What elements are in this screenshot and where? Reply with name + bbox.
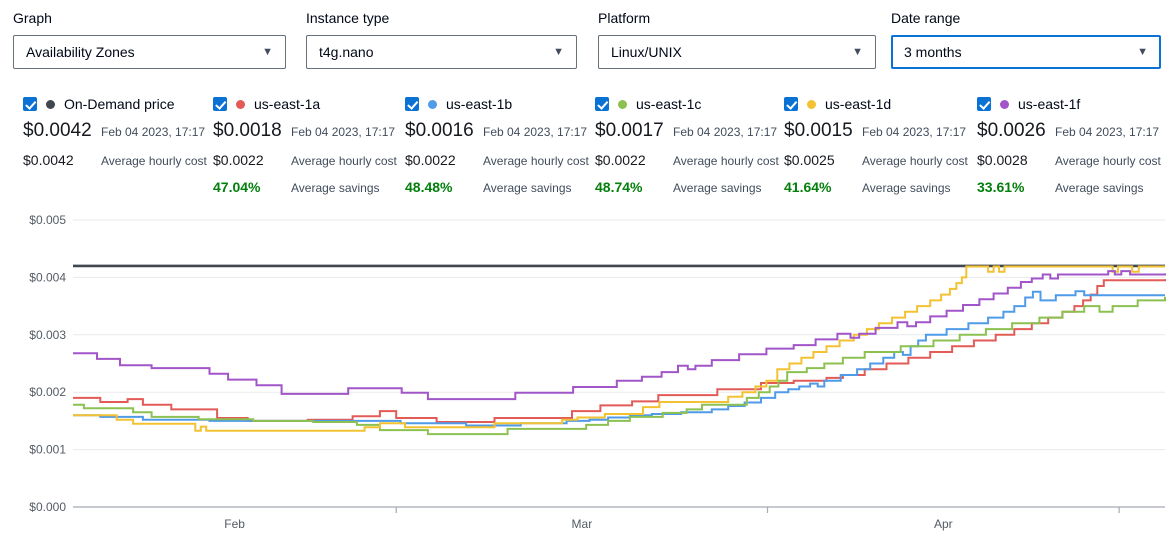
series-line-us-east-1c (73, 296, 1166, 436)
series-name: us-east-1c (636, 96, 702, 112)
average-hourly-cost-label: Average hourly cost (673, 154, 779, 168)
average-savings-label: Average savings (673, 181, 762, 195)
legend-item: us-east-1b $0.0016 Feb 04 2023, 17:17 $0… (405, 96, 591, 195)
axis-tick-label: $0.000 (29, 500, 66, 514)
select-dropdown[interactable]: 3 months ▼ (891, 35, 1161, 69)
average-hourly-cost: $0.0025 (784, 152, 835, 168)
average-savings-label: Average savings (291, 181, 380, 195)
price-date: Feb 04 2023, 17:17 (1055, 125, 1160, 139)
series-color-dot (236, 99, 245, 109)
price-date: Feb 04 2023, 17:17 (483, 125, 588, 139)
axis-tick-label: $0.005 (29, 213, 66, 227)
filter-bar: Graph Availability Zones ▼ Instance type… (0, 0, 1174, 80)
axis-tick-label: $0.003 (29, 328, 66, 342)
average-hourly-cost: $0.0022 (405, 152, 456, 168)
average-hourly-cost: $0.0022 (213, 152, 264, 168)
select-dropdown[interactable]: Availability Zones ▼ (13, 35, 286, 69)
current-price: $0.0015 (784, 120, 853, 141)
select-value: 3 months (904, 44, 962, 60)
series-color-dot (807, 99, 816, 109)
price-history-chart: $0.005 $0.004 $0.003 $0.002 $0.001 $0.000 Feb M… (0, 205, 1174, 550)
average-savings-label: Average savings (483, 181, 572, 195)
average-hourly-cost-label: Average hourly cost (862, 154, 968, 168)
average-hourly-cost: $0.0042 (23, 152, 74, 168)
series-line-us-east-1a (73, 279, 1166, 423)
average-savings: 47.04% (213, 179, 261, 195)
price-date: Feb 04 2023, 17:17 (862, 125, 967, 139)
price-date: Feb 04 2023, 17:17 (101, 125, 206, 139)
select-dropdown[interactable]: Linux/UNIX ▼ (598, 35, 876, 69)
average-savings: 41.64% (784, 179, 832, 195)
average-hourly-cost-label: Average hourly cost (1055, 154, 1161, 168)
filter-control: Date range 3 months ▼ (891, 10, 1161, 69)
select-value: t4g.nano (319, 44, 374, 60)
average-savings-label: Average savings (1055, 181, 1144, 195)
chevron-down-icon: ▼ (262, 45, 273, 58)
filter-control: Graph Availability Zones ▼ (13, 10, 286, 69)
series-color-dot (428, 99, 437, 109)
select-value: Availability Zones (26, 44, 135, 60)
current-price: $0.0016 (405, 120, 474, 141)
average-savings-label: Average savings (862, 181, 951, 195)
average-hourly-cost: $0.0028 (977, 152, 1028, 168)
series-name: us-east-1b (446, 96, 513, 112)
price-date: Feb 04 2023, 17:17 (673, 125, 778, 139)
average-hourly-cost-label: Average hourly cost (101, 154, 207, 168)
series-line-us-east-1b (73, 290, 1165, 427)
chevron-down-icon: ▼ (1137, 45, 1148, 58)
chart-legend: On-Demand price $0.0042 Feb 04 2023, 17:… (0, 96, 1174, 201)
series-color-dot (618, 99, 627, 109)
axis-tick-label: $0.002 (29, 385, 66, 399)
filter-label: Date range (891, 10, 961, 26)
series-name: us-east-1d (825, 96, 892, 112)
filter-label: Instance type (306, 10, 390, 26)
axis-tick-label: $0.001 (29, 443, 66, 457)
filter-control: Platform Linux/UNIX ▼ (598, 10, 876, 69)
chevron-down-icon: ▼ (553, 45, 564, 58)
current-price: $0.0026 (977, 120, 1046, 141)
average-hourly-cost-label: Average hourly cost (483, 154, 589, 168)
filter-label: Graph (13, 10, 52, 26)
series-name: us-east-1a (254, 96, 321, 112)
legend-item: us-east-1d $0.0015 Feb 04 2023, 17:17 $0… (784, 96, 970, 195)
axis-tick-label: Apr (934, 517, 953, 531)
series-checkbox[interactable] (784, 97, 798, 111)
axis-tick-label: Mar (572, 517, 593, 531)
average-savings: 48.48% (405, 179, 453, 195)
legend-item: us-east-1c $0.0017 Feb 04 2023, 17:17 $0… (595, 96, 781, 195)
axis-tick-label: $0.004 (29, 270, 66, 284)
filter-label: Platform (598, 10, 651, 26)
average-savings: 48.74% (595, 179, 643, 195)
series-line-us-east-1f (73, 270, 1166, 401)
series-name: us-east-1f (1018, 96, 1081, 112)
chevron-down-icon: ▼ (852, 45, 863, 58)
select-dropdown[interactable]: t4g.nano ▼ (306, 35, 577, 69)
axis-tick-label: Feb (224, 517, 245, 531)
series-line-us-east-1d (73, 265, 1165, 432)
legend-item: us-east-1a $0.0018 Feb 04 2023, 17:17 $0… (213, 96, 399, 195)
series-checkbox[interactable] (213, 97, 227, 111)
average-hourly-cost-label: Average hourly cost (291, 154, 397, 168)
select-value: Linux/UNIX (611, 44, 682, 60)
average-savings: 33.61% (977, 179, 1025, 195)
current-price: $0.0018 (213, 120, 282, 141)
series-name: On-Demand price (64, 96, 175, 112)
current-price: $0.0042 (23, 120, 92, 141)
series-color-dot (46, 99, 55, 109)
legend-item: On-Demand price $0.0042 Feb 04 2023, 17:… (23, 96, 209, 168)
series-checkbox[interactable] (23, 97, 37, 111)
filter-control: Instance type t4g.nano ▼ (306, 10, 577, 69)
average-hourly-cost: $0.0022 (595, 152, 646, 168)
current-price: $0.0017 (595, 120, 664, 141)
series-checkbox[interactable] (977, 97, 991, 111)
price-date: Feb 04 2023, 17:17 (291, 125, 396, 139)
series-checkbox[interactable] (405, 97, 419, 111)
series-color-dot (1000, 99, 1009, 109)
legend-item: us-east-1f $0.0026 Feb 04 2023, 17:17 $0… (977, 96, 1163, 195)
series-checkbox[interactable] (595, 97, 609, 111)
